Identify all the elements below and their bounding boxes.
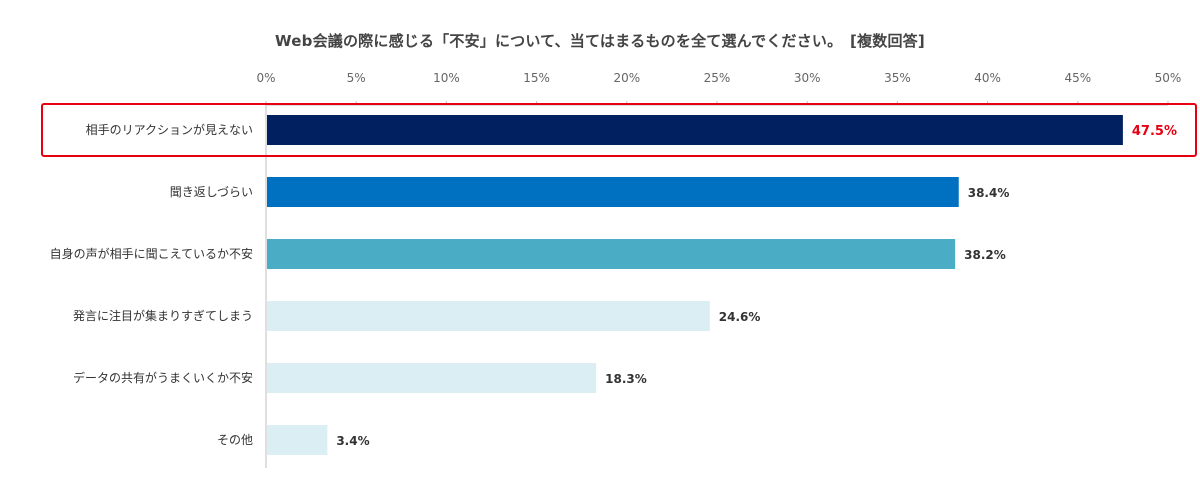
x-tick-label: 40% <box>974 71 1001 85</box>
data-label: 3.4% <box>336 434 369 448</box>
data-label: 18.3% <box>605 372 647 386</box>
bar <box>267 363 597 393</box>
x-tick-label: 20% <box>613 71 640 85</box>
category-label: 発言に注目が集まりすぎてしまう <box>73 308 253 323</box>
x-tick-label: 15% <box>523 71 550 85</box>
data-label: 24.6% <box>719 310 761 324</box>
x-tick-label: 50% <box>1155 71 1182 85</box>
bar <box>267 239 956 269</box>
x-tick-label: 45% <box>1064 71 1091 85</box>
x-tick-label: 35% <box>884 71 911 85</box>
bar <box>267 301 710 331</box>
data-label: 38.2% <box>964 248 1006 262</box>
x-tick-label: 0% <box>256 71 275 85</box>
bar <box>267 425 328 455</box>
x-tick-label: 30% <box>794 71 821 85</box>
bar <box>267 177 959 207</box>
chart-title: Web会議の際に感じる「不安」について、当てはまるものを全て選んでください。 [… <box>275 32 925 50</box>
x-tick-label: 25% <box>704 71 731 85</box>
bar <box>267 115 1123 145</box>
category-label: 自身の声が相手に聞こえているか不安 <box>50 246 253 261</box>
x-tick-label: 5% <box>347 71 366 85</box>
category-label: その他 <box>217 433 253 447</box>
x-tick-label: 10% <box>433 71 460 85</box>
data-label: 47.5% <box>1132 124 1177 139</box>
category-label: 相手のリアクションが見えない <box>86 122 253 137</box>
highlight-box <box>41 103 1197 157</box>
data-label: 38.4% <box>968 186 1010 200</box>
category-label: 聞き返しづらい <box>170 185 253 199</box>
category-label: データの共有がうまくいくか不安 <box>73 370 253 385</box>
